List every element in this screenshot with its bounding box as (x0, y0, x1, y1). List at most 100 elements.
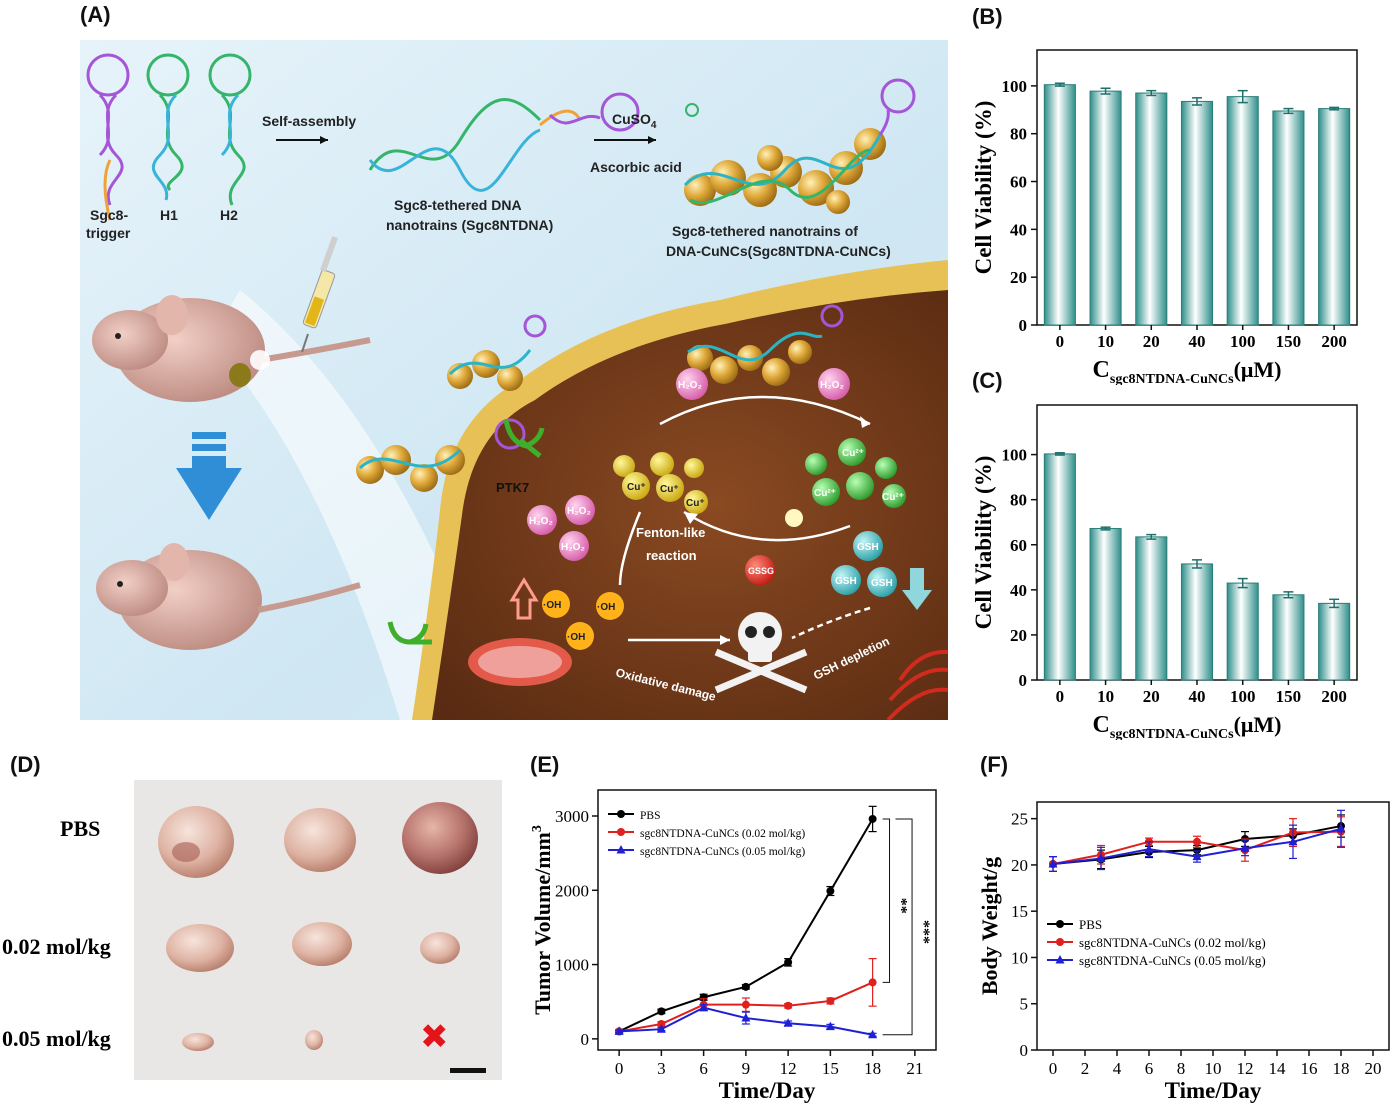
svg-text:H₂O₂: H₂O₂ (820, 380, 844, 391)
bar (1272, 594, 1305, 681)
missing-tumor-mark: ✖ (420, 1018, 449, 1056)
svg-text:Cu⁺: Cu⁺ (686, 498, 705, 509)
free-receptor-icon (387, 621, 432, 645)
x-tick-label: 200 (1321, 332, 1347, 351)
y-tick-label: 10 (1011, 948, 1028, 967)
tumor-high-1 (182, 1033, 214, 1051)
h2o2-top-right: H₂O₂ (818, 368, 850, 400)
svg-text:Cu²⁺: Cu²⁺ (842, 448, 864, 459)
y-tick-label: 20 (1010, 626, 1027, 645)
y-tick-label: 3000 (555, 807, 589, 826)
x-tick-label: 20 (1365, 1059, 1382, 1078)
gssg-bubble: GSSG (745, 555, 775, 585)
tumor-photo-panel: ✖ PBS 0.02 mol/kg 0.05 mol/kg (0, 750, 520, 1104)
legend-marker (617, 828, 625, 836)
x-tick-label: 15 (822, 1059, 839, 1078)
legend-label: PBS (1079, 917, 1102, 932)
self-assembly-label: Self-assembly (262, 113, 356, 129)
down-arrow-icon (176, 432, 242, 520)
data-point (1336, 823, 1346, 833)
x-tick-label: 6 (1145, 1059, 1154, 1078)
h1-hairpin (146, 53, 190, 201)
schematic-figure: Sgc8- trigger H1 H2 Self-assembly Sgc8-t… (80, 40, 948, 720)
data-point (1288, 836, 1298, 846)
cunc-label-1: Sgc8-tethered nanotrains of (672, 223, 858, 239)
x-tick-label: 0 (1049, 1059, 1058, 1078)
svg-text:Cu²⁺: Cu²⁺ (882, 492, 904, 503)
bar (1180, 563, 1214, 681)
tumor-low-2 (292, 922, 352, 966)
tumor-low-1 (166, 924, 234, 972)
tumor-pbs-3 (402, 802, 478, 874)
bar (1089, 90, 1122, 326)
label-h1: H1 (160, 207, 178, 223)
svg-text:Cu²⁺: Cu²⁺ (814, 488, 836, 499)
legend-marker (1055, 955, 1065, 964)
svg-text:Cu⁺: Cu⁺ (627, 482, 646, 493)
x-tick-label: 2 (1081, 1059, 1090, 1078)
cycle-arrow-top (659, 395, 871, 426)
y-tick-label: 60 (1010, 536, 1027, 555)
x-tick-label: 0 (615, 1059, 624, 1078)
y-tick-label: 2000 (555, 881, 589, 900)
skull-icon (714, 612, 808, 694)
y-axis-label: Tumor Volume/mm3 (530, 825, 555, 1015)
svg-text:H₂O₂: H₂O₂ (678, 380, 702, 391)
bar (1043, 84, 1076, 326)
chart-f: 0 5 10 15 20 25 0 2 4 6 8 10 12 14 16 18 20 PBS sgc8NTDNA-… (977, 801, 1390, 1103)
legend-label: sgc8NTDNA-CuNCs (0.05 mol/kg) (1079, 953, 1266, 968)
svg-text:·OH: ·OH (543, 600, 561, 611)
hydroxyl-radicals: ·OH ·OH ·OH (542, 590, 624, 650)
data-point (1193, 837, 1201, 846)
cunc-nanotrain (683, 78, 916, 214)
row-label-low: 0.02 mol/kg (2, 934, 111, 959)
x-axis-label: Csgc8NTDNA-CuNCs(μM) (1093, 712, 1282, 740)
y-tick-label: 20 (1010, 268, 1027, 287)
data-point (699, 1002, 709, 1012)
panel-label-d: (D) (10, 752, 41, 777)
y-tick-label: 20 (1011, 856, 1028, 875)
legend-marker (1056, 920, 1064, 928)
bar (1043, 453, 1076, 681)
chart-c: 0 20 40 60 80 100 0 10 20 40 100 150 200 Cell Viabili… (971, 404, 1358, 740)
x-tick-label: 12 (1237, 1059, 1254, 1078)
fenton-label-2: reaction (646, 548, 697, 563)
x-tick-label: 8 (1177, 1059, 1186, 1078)
bar (1226, 96, 1259, 326)
x-tick-label: 21 (906, 1059, 923, 1078)
data-point (656, 1024, 666, 1033)
bar (1226, 582, 1259, 681)
endoplasmic-reticulum (886, 649, 948, 720)
y-tick-label: 100 (1002, 77, 1028, 96)
panel-label-f: (F) (980, 752, 1009, 777)
x-tick-label: 100 (1230, 687, 1256, 706)
data-point (783, 1018, 793, 1027)
gsh-bubbles: GSH GSH GSH (831, 531, 897, 597)
x-tick-label: 40 (1189, 687, 1206, 706)
panel-label-b: (B) (972, 4, 1003, 29)
svg-text:Cu⁺: Cu⁺ (660, 484, 679, 495)
data-point (657, 1007, 666, 1016)
panel-label-e: (E) (530, 752, 560, 777)
internalized-nanotrain (687, 304, 844, 386)
y-tick-label: 1000 (555, 956, 589, 975)
significance-label-2: *** (915, 920, 932, 944)
x-tick-label: 6 (699, 1059, 708, 1078)
y-tick-label: 15 (1011, 902, 1028, 921)
tumor-photo: ✖ (134, 780, 502, 1080)
data-point (1193, 846, 1201, 855)
bar (1135, 92, 1168, 326)
panel-label-a: (A) (80, 2, 111, 27)
y-tick-label: 25 (1011, 810, 1028, 829)
reagent-cuso4: CuSO4 (612, 111, 657, 131)
tumor-pbs-2 (284, 808, 356, 872)
legend-label: sgc8NTDNA-CuNCs (0.05 mol/kg) (640, 846, 805, 858)
legend-label: sgc8NTDNA-CuNCs (0.02 mol/kg) (640, 828, 805, 840)
label-sgc8: Sgc8- (90, 207, 128, 223)
significance-bracket-1 (882, 818, 891, 983)
y-tick-label: 0 (1019, 316, 1028, 335)
significance-bracket-2 (882, 818, 913, 1036)
x-tick-label: 20 (1143, 332, 1160, 351)
x-tick-label: 40 (1189, 332, 1206, 351)
cycle-arrow-bottom (683, 510, 851, 542)
